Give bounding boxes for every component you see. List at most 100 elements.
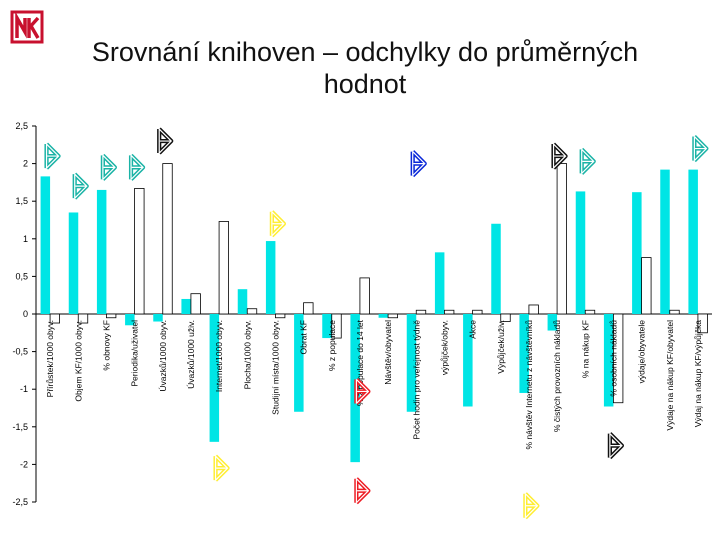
bar-white — [218, 221, 229, 315]
arrow-down-icon-highlight — [355, 478, 370, 504]
arrow-up-icon-shape — [551, 142, 568, 170]
arrow-up-icon-shape — [157, 127, 174, 155]
y-tick-label: 2 — [23, 159, 28, 169]
bar-cyan — [265, 241, 276, 314]
arrow-up-icon-highlight — [581, 148, 595, 174]
bar-white — [331, 313, 342, 339]
chart-title-line-1: Srovnání knihoven – odchylky do průměrný… — [91, 37, 639, 67]
category-label: Výpůjček/uživ. — [496, 320, 506, 374]
arrow-down-icon-shape — [213, 454, 230, 482]
arrow-up-icon — [410, 150, 427, 178]
chart-title: Srovnání knihoven – odchylky do průměrný… — [40, 36, 690, 100]
bar-white — [641, 257, 652, 315]
category-label: výdaje/obyvatele — [637, 320, 647, 384]
bar-cyan — [68, 212, 79, 314]
bar-white — [106, 313, 117, 319]
bar-cyan — [434, 252, 445, 314]
bar-cyan — [406, 314, 417, 412]
bar-white — [190, 293, 201, 315]
arrow-up-icon-shape — [269, 210, 287, 238]
category-label: % z populace do 14 let — [355, 319, 365, 406]
bar-cyan — [463, 314, 473, 407]
bar-cyan — [688, 169, 698, 314]
y-tick-label: -1 — [20, 384, 28, 394]
arrow-up-icon-shape — [44, 142, 61, 170]
category-label: Studijní místa/1000 obyv. — [270, 320, 280, 415]
y-tick-label: 2,5 — [15, 121, 28, 131]
arrow-down-icon-highlight — [214, 455, 229, 481]
category-label: % osobních nákladů — [608, 320, 618, 397]
category-label: Internet/1000 obyv. — [214, 320, 224, 392]
bar-white — [556, 163, 567, 315]
category-label: % čistých provozních nákladů — [552, 320, 562, 432]
bar-cyan — [96, 189, 107, 314]
arrow-down-icon-shape — [354, 477, 371, 505]
arrow-down-icon-highlight — [524, 493, 539, 519]
bar-cyan — [632, 192, 642, 314]
bar-cyan — [575, 191, 586, 314]
bar-cyan — [491, 223, 501, 314]
arrow-up-icon-highlight — [412, 151, 426, 177]
bar-white — [444, 309, 455, 315]
arrow-down-icon-shape — [354, 377, 371, 405]
bar-white — [613, 313, 624, 404]
y-tick-label: -2,5 — [12, 497, 28, 507]
bar-white — [528, 304, 539, 315]
bar-cyan — [209, 314, 220, 442]
arrow-up-icon-shape — [692, 135, 709, 163]
category-label: Periodika/uživatel — [130, 320, 140, 387]
arrow-down-icon-highlight — [355, 379, 370, 404]
nk-logo-icon — [10, 10, 44, 44]
category-label: Přírůstek/1000 obyv. — [45, 320, 55, 397]
category-label: % návštěv Internetu z návštěvníků — [524, 320, 534, 450]
arrow-up-icon — [579, 147, 596, 175]
arrow-up-icon — [100, 153, 118, 181]
category-label: % obnovy KF — [101, 320, 111, 371]
bar-cyan — [237, 289, 248, 314]
y-tick-label: 1,5 — [15, 196, 28, 206]
chart-title-line-2: hodnot — [323, 69, 407, 99]
arrow-up-icon-shape — [128, 153, 146, 181]
category-label: Výdaje na nákup KF/obyvatel — [665, 320, 675, 431]
y-tick-label: 1 — [23, 234, 28, 244]
arrow-up-icon — [692, 135, 709, 163]
arrow-down-icon — [523, 492, 540, 520]
bar-cyan — [519, 314, 529, 393]
y-tick-label: 0,5 — [15, 271, 28, 281]
bar-white — [77, 313, 89, 324]
category-label: Výdaj na nákup KF/výpůjčka — [693, 320, 703, 428]
bar-white — [49, 313, 60, 324]
arrow-down-icon — [354, 477, 371, 505]
y-tick-label: -2 — [20, 459, 28, 469]
bar-cyan — [40, 176, 51, 314]
bar-white — [415, 309, 427, 315]
arrow-up-icon-highlight — [693, 136, 708, 162]
arrow-up-icon-shape — [579, 147, 596, 175]
y-tick-label: -1,5 — [12, 422, 28, 432]
arrow-up-icon — [551, 142, 568, 170]
bar-white — [472, 309, 483, 315]
bar-white — [697, 313, 708, 334]
category-label: Úvazků/1000 uživ. — [186, 320, 196, 389]
bar-white — [303, 302, 314, 315]
category-label: Návštěv/obyvatel — [383, 320, 393, 385]
bar-cyan — [153, 314, 163, 322]
bar-white — [275, 313, 286, 319]
arrow-up-icon-highlight — [45, 143, 60, 169]
bar-cyan — [125, 314, 135, 326]
bar-white — [134, 188, 145, 315]
arrow-up-icon-highlight — [74, 173, 88, 199]
bar-cyan — [603, 314, 614, 407]
arrow-up-icon — [157, 127, 174, 155]
bar-cyan — [322, 314, 332, 339]
arrow-down-icon-shape — [523, 492, 540, 520]
arrow-up-icon-highlight — [271, 211, 285, 237]
bar-white — [359, 277, 370, 315]
y-tick-label: -0,5 — [12, 347, 28, 357]
arrow-down-icon-highlight — [609, 433, 623, 459]
arrow-up-icon-shape — [100, 153, 118, 181]
arrow-down-icon — [213, 454, 230, 482]
category-label: Akce — [468, 320, 478, 339]
bar-cyan — [660, 169, 670, 314]
